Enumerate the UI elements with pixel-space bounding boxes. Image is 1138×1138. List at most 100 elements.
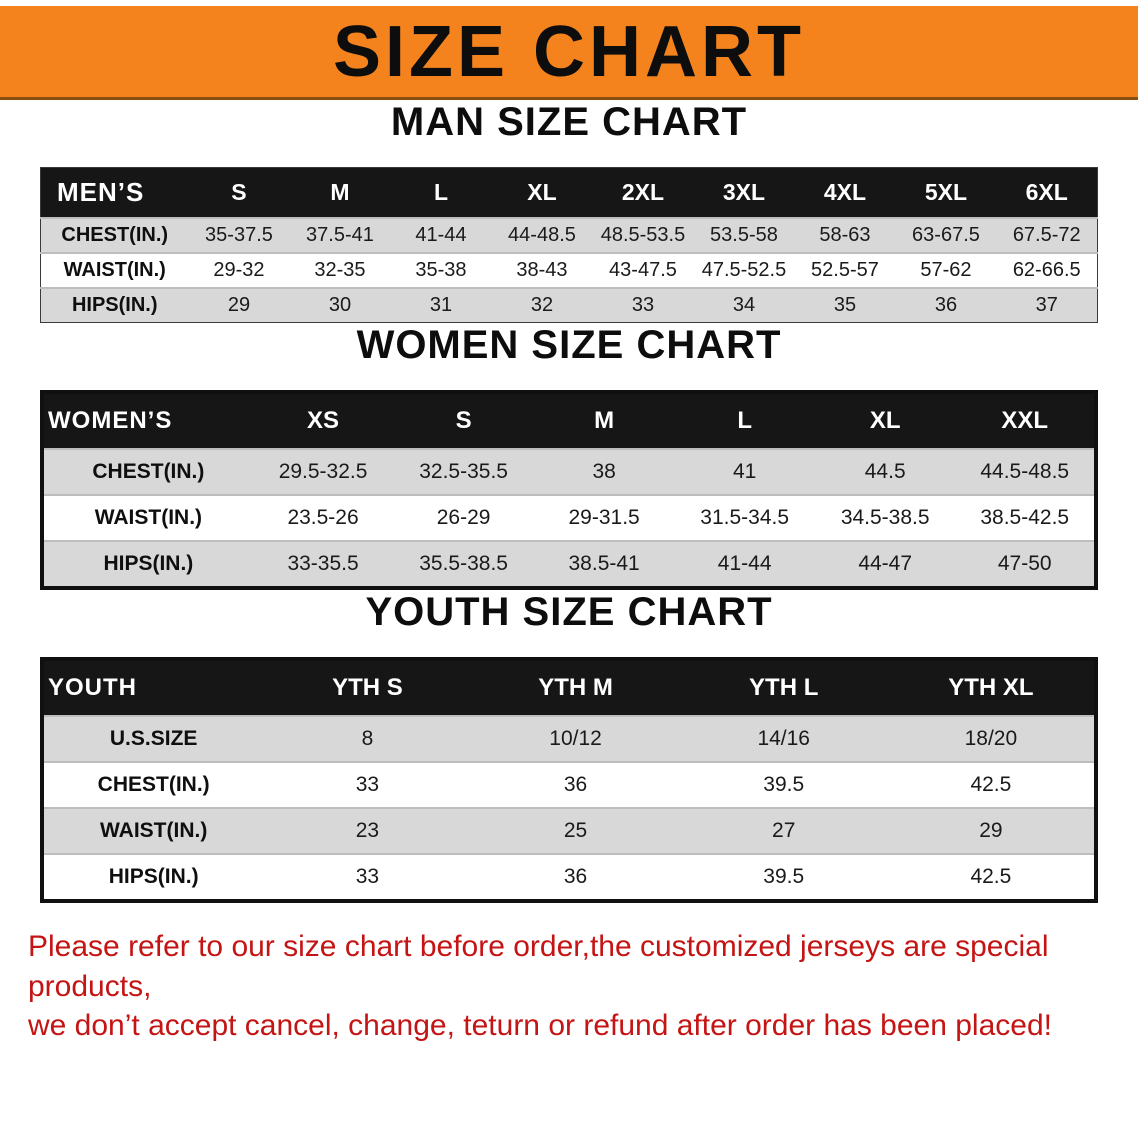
size-value: 29-31.5 (568, 506, 640, 529)
size-value: 44.5 (864, 460, 906, 483)
size-value: 36 (934, 294, 958, 316)
row-label: WAIST(IN.) (63, 259, 166, 281)
size-column-header: YTH XL (887, 659, 1096, 716)
size-value: 35.5-38.5 (419, 552, 508, 575)
disclaimer-line-2: we don’t accept cancel, change, teturn o… (28, 1009, 1052, 1043)
page-title: SIZE CHART (333, 11, 805, 92)
size-value: 38.5-41 (568, 552, 640, 575)
size-value: 37 (1035, 294, 1058, 316)
size-value: 35 (833, 294, 857, 316)
size-column-header: YTH S (263, 659, 472, 716)
size-value: 57-62 (920, 259, 972, 281)
size-value: 41 (732, 460, 757, 483)
size-value: 35-38 (415, 259, 467, 281)
table-row: WAIST(IN.) 23 25 27 29 (42, 808, 1096, 854)
table-row: WAIST(IN.) 29-32 32-35 35-38 38-43 43-47.5 47.… (40, 253, 1098, 288)
size-column-header: 3XL (693, 167, 795, 218)
size-value: 48.5-53.5 (600, 224, 686, 246)
size-value: 26-29 (436, 506, 491, 529)
size-value: 38-43 (516, 259, 568, 281)
size-value: 31 (429, 294, 453, 316)
size-value: 63-67.5 (912, 224, 980, 246)
size-value: 33-35.5 (287, 552, 359, 575)
size-column-header: M (533, 392, 675, 449)
table-row: CHEST(IN.) 29.5-32.5 32.5-35.5 38 41 44.5 44.5… (42, 449, 1096, 495)
women-size-section: WOMEN SIZE CHART WOMEN’S XS S M L XL XXL CHEST(… (0, 323, 1138, 590)
table-row: CHEST(IN.) 35-37.5 37.5-41 41-44 44-48.5 48.5… (40, 218, 1098, 253)
women-size-table: WOMEN’S XS S M L XL XXL CHEST(IN.) 29.5-32.5 32.5… (40, 390, 1098, 590)
size-value: 44-48.5 (508, 224, 576, 246)
size-value: 52.5-57 (811, 259, 879, 281)
size-value: 41-44 (717, 552, 772, 575)
size-column-header: 2XL (592, 167, 694, 218)
size-value: 29-32 (213, 259, 265, 281)
row-label: CHEST(IN.) (92, 460, 205, 483)
table-row: HIPS(IN.) 29 30 31 32 33 34 35 36 37 (40, 288, 1098, 323)
size-value: 31.5-34.5 (700, 506, 790, 529)
size-column-header: YTH L (679, 659, 888, 716)
table-row: HIPS(IN.) 33 36 39.5 42.5 (42, 854, 1096, 901)
size-value: 23.5-26 (287, 506, 359, 529)
size-value: 37.5-41 (306, 224, 374, 246)
table-title-cell: MEN’S (40, 167, 189, 218)
size-value: 8 (361, 727, 374, 750)
size-column-header: 6XL (996, 167, 1098, 218)
men-section-heading: MAN SIZE CHART (390, 100, 748, 144)
size-value: 35-37.5 (205, 224, 273, 246)
size-value: 29 (227, 294, 251, 316)
table-row: HIPS(IN.) 33-35.5 35.5-38.5 38.5-41 41-44 44-… (42, 541, 1096, 588)
size-column-header: XS (252, 392, 394, 449)
size-value: 33 (355, 865, 380, 888)
size-column-header: YTH M (471, 659, 680, 716)
disclaimer-line-1: Please refer to our size chart before or… (28, 930, 1049, 1003)
size-column-header: S (188, 167, 290, 218)
size-value: 36 (563, 773, 588, 796)
size-value: 18/20 (964, 727, 1018, 750)
table-row: WAIST(IN.) 23.5-26 26-29 29-31.5 31.5-34.5 34… (42, 495, 1096, 541)
size-value: 29.5-32.5 (278, 460, 368, 483)
table-header-row: MEN’S S M L XL 2XL 3XL 4XL 5XL 6XL (40, 167, 1098, 218)
disclaimer-text: Please refer to our size chart before or… (28, 927, 1118, 1046)
size-value: 39.5 (763, 773, 805, 796)
size-value: 47.5-52.5 (701, 259, 787, 281)
size-value: 44-47 (858, 552, 913, 575)
size-column-header: M (289, 167, 391, 218)
size-column-header: L (674, 392, 815, 449)
size-column-header: XXL (955, 392, 1096, 449)
size-value: 47-50 (997, 552, 1052, 575)
size-value: 36 (563, 865, 588, 888)
table-header-row: WOMEN’S XS S M L XL XXL (42, 392, 1096, 449)
size-value: 41-44 (415, 224, 467, 246)
size-value: 32 (530, 294, 554, 316)
size-value: 25 (563, 819, 588, 842)
size-column-header: XL (491, 167, 593, 218)
size-value: 39.5 (763, 865, 805, 888)
size-value: 34 (732, 294, 756, 316)
size-value: 58-63 (819, 224, 871, 246)
size-value: 23 (355, 819, 380, 842)
size-column-header: L (390, 167, 492, 218)
size-value: 38 (592, 460, 616, 483)
youth-size-table: YOUTH YTH S YTH M YTH L YTH XL U.S.SIZE 8 10/12… (40, 657, 1098, 903)
row-label: HIPS(IN.) (103, 552, 194, 575)
men-size-table: MEN’S S M L XL 2XL 3XL 4XL 5XL 6XL CHEST(IN.) 35-37… (40, 167, 1098, 323)
table-header-row: YOUTH YTH S YTH M YTH L YTH XL (42, 659, 1096, 716)
women-section-heading: WOMEN SIZE CHART (356, 323, 782, 367)
size-value: 38.5-42.5 (980, 506, 1070, 529)
youth-size-section: YOUTH SIZE CHART YOUTH YTH S YTH M YTH L YTH… (0, 590, 1138, 903)
size-value: 33 (355, 773, 380, 796)
size-value: 14/16 (757, 727, 810, 750)
row-label: CHEST(IN.) (61, 224, 169, 246)
size-value: 27 (772, 819, 796, 842)
size-value: 44.5-48.5 (980, 460, 1070, 483)
size-value: 62-66.5 (1012, 259, 1081, 281)
size-column-header: XL (814, 392, 956, 449)
size-value: 34.5-38.5 (840, 506, 930, 529)
row-label: HIPS(IN.) (71, 294, 158, 316)
size-value: 42.5 (970, 865, 1012, 888)
size-value: 42.5 (970, 773, 1012, 796)
size-value: 43-47.5 (609, 259, 677, 281)
men-size-section: MAN SIZE CHART MEN’S S M L XL 2XL 3XL 4XL 5XL 6XL… (0, 100, 1138, 323)
youth-section-heading: YOUTH SIZE CHART (365, 590, 773, 634)
size-value: 33 (631, 294, 655, 316)
